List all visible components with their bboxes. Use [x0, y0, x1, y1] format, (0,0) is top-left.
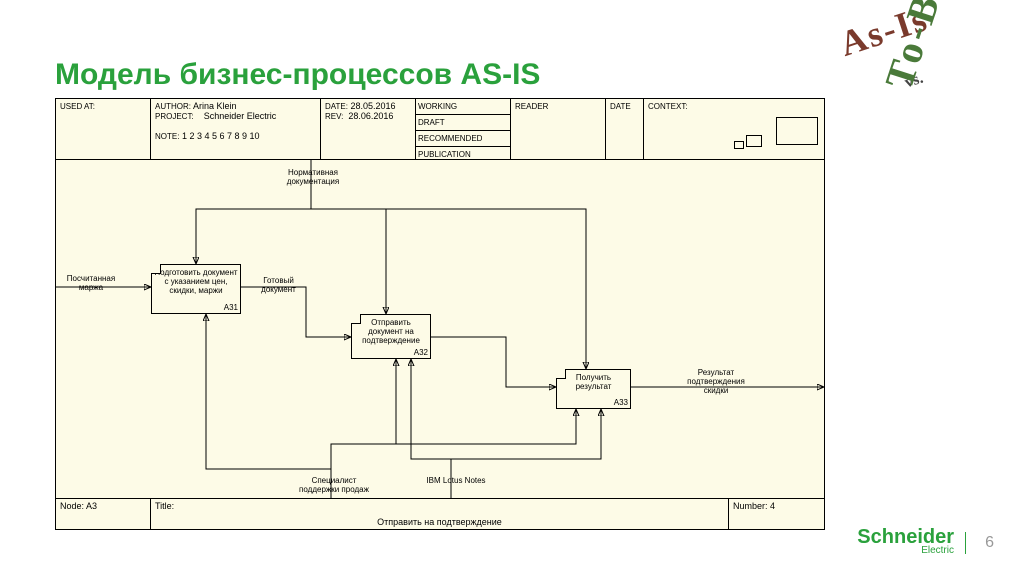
page-title: Модель бизнес-процессов AS-IS [55, 58, 540, 92]
context-sub-box-2 [734, 141, 744, 149]
rev-value: 28.06.2016 [348, 111, 393, 121]
slide: Модель бизнес-процессов AS-IS As-Is vs. … [0, 0, 1024, 574]
date-label: DATE: [325, 102, 348, 111]
box-a31-text: Подготовить документ с указанием цен, ск… [154, 268, 237, 295]
brand-logo: Schneider Electric [857, 526, 954, 556]
status-recommended: RECOMMENDED [416, 131, 510, 147]
note-value: 1 2 3 4 5 6 7 8 9 10 [182, 131, 260, 141]
project-value: Schneider Electric [204, 111, 277, 121]
date-value: 28.05.2016 [350, 101, 395, 111]
stamp-as-is: As-Is [835, 0, 934, 65]
stamp-to-be: To-Be [875, 0, 957, 95]
arrows-svg [56, 159, 824, 499]
label-mid1: Готовый документ [251, 277, 306, 295]
author-label: AUTHOR: [155, 102, 191, 111]
context-label: CONTEXT: [648, 102, 688, 111]
idef-canvas: Подготовить документ с указанием цен, ск… [56, 159, 824, 499]
label-input: Посчитанная маржа [61, 275, 121, 293]
label-output: Результат подтверждения скидки [676, 369, 756, 395]
idef-footer: Node: A3 Title: Отправить на подтвержден… [56, 498, 824, 529]
box-a32: Отправить документ на подтверждение A32 [351, 314, 431, 359]
status-working: WORKING [416, 99, 510, 115]
used-at-label: USED AT: [60, 102, 95, 111]
box-a33: Получить результат A33 [556, 369, 631, 409]
node-label: Node: [60, 501, 84, 511]
box-a31-id: A31 [224, 303, 238, 312]
box-a31: Подготовить документ с указанием цен, ск… [151, 264, 241, 314]
footer-title-value: Отправить на подтверждение [151, 517, 728, 527]
box-a33-text: Получить результат [576, 373, 612, 391]
idef0-diagram: USED AT: AUTHOR: Arina Klein PROJECT: Sc… [55, 98, 825, 530]
node-value: A3 [86, 501, 97, 511]
reader-label: READER [515, 102, 548, 111]
idef-header: USED AT: AUTHOR: Arina Klein PROJECT: Sc… [56, 99, 824, 160]
project-label: PROJECT: [155, 112, 194, 121]
author-value: Arina Klein [193, 101, 237, 111]
label-mech1: Специалист поддержки продаж [294, 477, 374, 495]
context-box [776, 117, 818, 145]
label-top-control: Нормативная документация [278, 169, 348, 187]
status-draft: DRAFT [416, 115, 510, 131]
label-mech2: IBM Lotus Notes [426, 477, 486, 486]
stamp-vs: vs. [903, 70, 926, 93]
note-label: NOTE: [155, 132, 179, 141]
date2-label: DATE [610, 102, 631, 111]
as-is-vs-to-be-stamp: As-Is vs. To-Be [839, 10, 999, 210]
rev-label: REV: [325, 112, 343, 121]
footer-title-label: Title: [155, 501, 174, 511]
context-sub-box [746, 135, 762, 147]
box-a32-text: Отправить документ на подтверждение [362, 318, 420, 345]
page-number: 6 [985, 534, 994, 552]
number-value: 4 [770, 501, 775, 511]
box-a32-id: A32 [414, 348, 428, 357]
box-a33-id: A33 [614, 398, 628, 407]
brand-separator [965, 532, 966, 554]
number-label: Number: [733, 501, 768, 511]
